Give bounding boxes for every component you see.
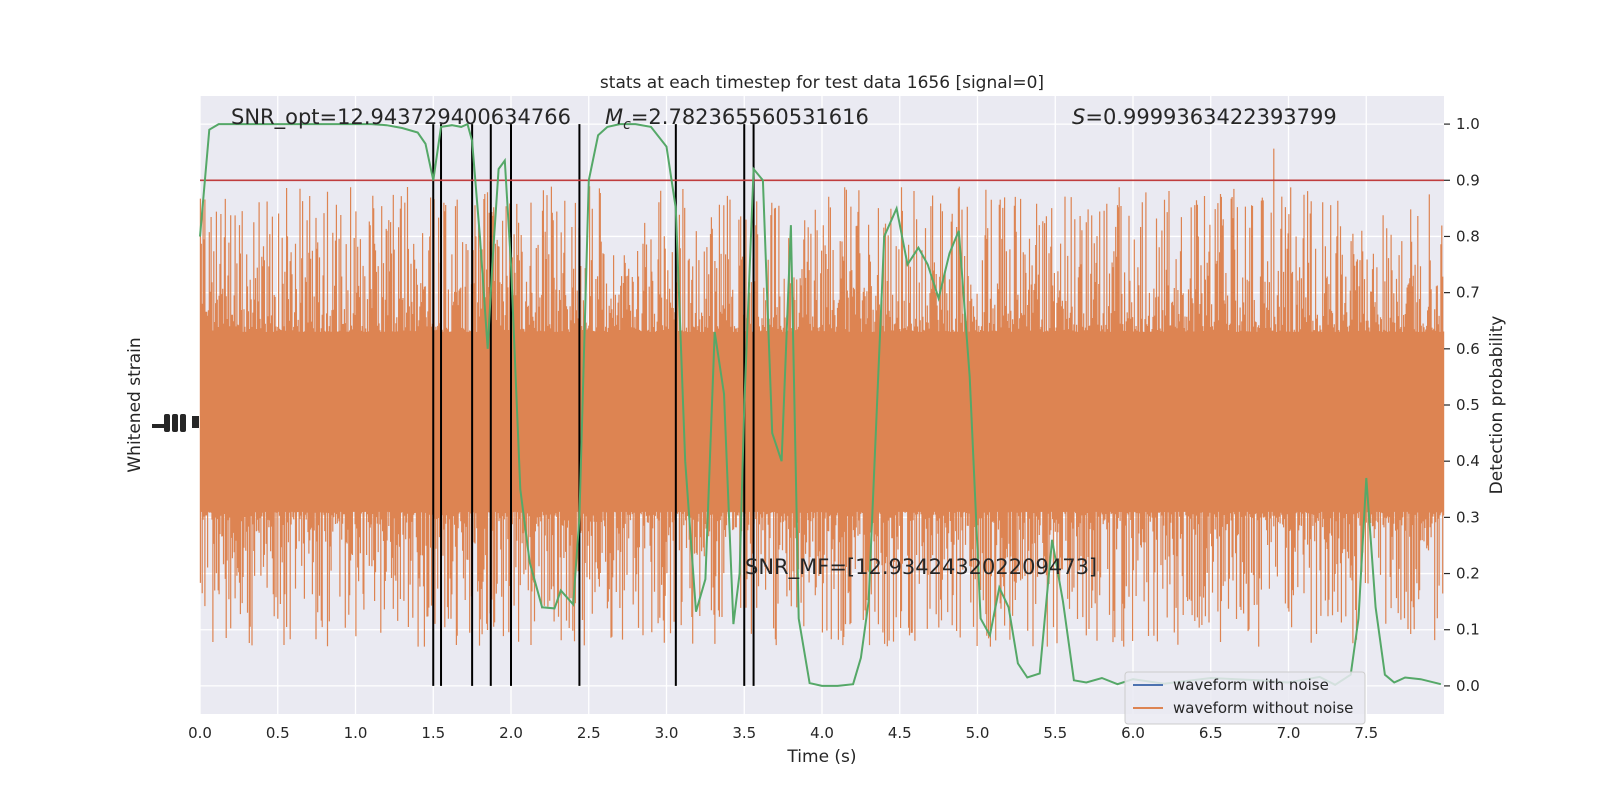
probability-line: [199, 122, 1442, 687]
annotation-s-symbol: S: [1072, 105, 1085, 129]
x-tick-label: 6.0: [1121, 724, 1145, 742]
y-tick-label: 0.6: [1456, 340, 1480, 358]
y-tick-label: 0.7: [1456, 284, 1480, 302]
x-tick-label: 0.5: [266, 724, 290, 742]
y-tick-label: 0.9: [1456, 171, 1480, 189]
trigger-lines: [432, 124, 755, 686]
x-tick-label: 0.0: [188, 724, 212, 742]
legend-label-without-noise: waveform without noise: [1173, 699, 1353, 717]
x-tick-label: 7.0: [1277, 724, 1301, 742]
y-tick-label: 0.2: [1456, 565, 1480, 583]
x-tick-label: 5.0: [966, 724, 990, 742]
y-tick-label: 0.3: [1456, 508, 1480, 526]
chart-title: stats at each timestep for test data 165…: [600, 73, 1044, 93]
x-tick-label: 3.5: [732, 724, 756, 742]
y-axis-label-right: Detection probability: [1487, 316, 1507, 495]
x-tick-label: 6.5: [1199, 724, 1223, 742]
annotation-chirp-mass: Mc=2.782365560531616: [605, 105, 869, 133]
left-tick-clutter: [152, 414, 199, 432]
x-tick-label: 1.0: [344, 724, 368, 742]
y-tick-label: 0.8: [1456, 227, 1480, 245]
annotation-s-value: =0.9999363422393799: [1085, 105, 1336, 129]
legend-label-with-noise: waveform with noise: [1173, 676, 1329, 694]
x-tick-label: 2.0: [499, 724, 523, 742]
y-tick-label: 0.4: [1456, 452, 1480, 470]
waveform-noise: [199, 148, 1445, 647]
x-tick-label: 2.5: [577, 724, 601, 742]
annotation-snr-opt: SNR_opt=12.943729400634766: [231, 105, 571, 130]
x-axis-label: Time (s): [786, 747, 856, 767]
x-tick-label: 1.5: [421, 724, 445, 742]
y-tick-label: 0.5: [1456, 396, 1480, 414]
y-tick-label: 0.0: [1456, 677, 1480, 695]
x-tick-label: 5.5: [1043, 724, 1067, 742]
y-axis-label-left: Whitened strain: [125, 337, 145, 472]
annotation-s-stat: S=0.9999363422393799: [1072, 105, 1337, 129]
x-tick-label: 4.0: [810, 724, 834, 742]
legend-box: [1124, 671, 1366, 725]
y-ticks-right: 0.0 0.1 0.2 0.3 0.4 0.5 0.6 0.7 0.8 0.9 1.0: [1444, 115, 1480, 695]
x-tick-label: 3.0: [655, 724, 679, 742]
y-tick-label: 0.1: [1456, 621, 1480, 639]
annotation-chirp-mass-subscript: c: [623, 117, 631, 133]
annotation-snr-mf: SNR_MF=[12.934243202209473]: [745, 555, 1097, 580]
annotation-chirp-mass-value: =2.782365560531616: [631, 105, 869, 129]
y-tick-label: 1.0: [1456, 115, 1480, 133]
x-tick-label: 7.5: [1354, 724, 1378, 742]
x-ticks: 0.0 0.5 1.0 1.5 2.0 2.5 3.0 3.5 4.0 4.5 5.0 5.5 6.0 6…: [188, 724, 1378, 742]
annotation-chirp-mass-symbol: M: [605, 105, 623, 129]
x-tick-label: 4.5: [888, 724, 912, 742]
legend: waveform with noise waveform without noi…: [1124, 671, 1366, 725]
